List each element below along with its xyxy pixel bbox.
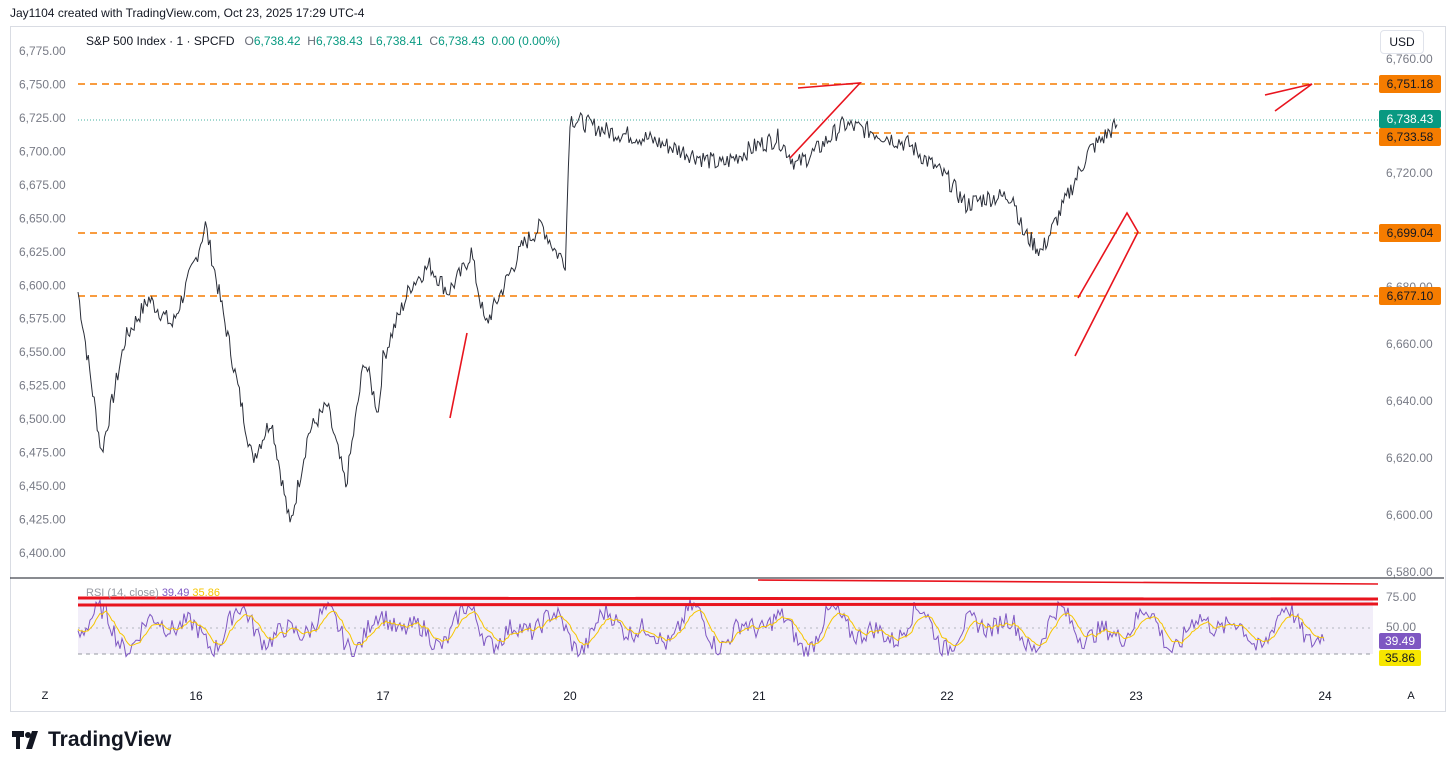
corner-left-button[interactable]: Z bbox=[41, 690, 49, 702]
right-tick-label: 6,580.00 bbox=[1386, 565, 1433, 579]
svg-text:6,751.18: 6,751.18 bbox=[1387, 77, 1434, 91]
close-value: 6,738.43 bbox=[438, 34, 485, 48]
drawing-rsi-band-1[interactable] bbox=[77, 596, 1379, 601]
left-tick-label: 6,475.00 bbox=[19, 446, 66, 460]
left-tick-label: 6,575.00 bbox=[19, 312, 66, 326]
price-tag-6733: 6,733.58 bbox=[1379, 128, 1441, 146]
corner-right-button[interactable]: A bbox=[1407, 690, 1415, 702]
price-tag-6699: 6,699.04 bbox=[1379, 224, 1441, 242]
left-tick-label: 6,450.00 bbox=[19, 479, 66, 493]
left-tick-label: 6,550.00 bbox=[19, 345, 66, 359]
svg-text:6,733.58: 6,733.58 bbox=[1387, 130, 1434, 144]
rsi-tick-label: 75.00 bbox=[1386, 590, 1416, 604]
x-tick-label: 22 bbox=[940, 689, 954, 703]
svg-text:35.86: 35.86 bbox=[1385, 651, 1415, 665]
right-tick-label: 6,760.00 bbox=[1386, 52, 1433, 66]
left-tick-label: 6,400.00 bbox=[19, 546, 66, 560]
svg-text:6,677.10: 6,677.10 bbox=[1387, 289, 1434, 303]
tradingview-logo[interactable]: TradingView bbox=[12, 728, 171, 752]
price-tag-6677: 6,677.10 bbox=[1379, 287, 1441, 305]
drawing-triangle-2[interactable] bbox=[1264, 83, 1313, 112]
left-tick-label: 6,600.00 bbox=[19, 278, 66, 292]
rsi-legend-value: 39.49 bbox=[161, 587, 190, 599]
left-tick-label: 6,700.00 bbox=[19, 144, 66, 158]
rsi-band bbox=[78, 598, 1373, 654]
right-tick-label: 6,600.00 bbox=[1386, 508, 1433, 522]
rsi-legend: RSI (14, close) 39.49 35.86 bbox=[86, 587, 220, 599]
x-tick-label: 23 bbox=[1129, 689, 1143, 703]
drawing-rsi-trend-top[interactable] bbox=[757, 579, 1379, 585]
ohlc-legend: S&P 500 Index · 1 · SPCFD O6,738.42 H6,7… bbox=[86, 34, 560, 48]
x-tick-label: 17 bbox=[376, 689, 390, 703]
left-tick-label: 6,625.00 bbox=[19, 245, 66, 259]
x-tick-label: 20 bbox=[563, 689, 577, 703]
right-tick-label: 6,720.00 bbox=[1386, 166, 1433, 180]
close-label: C bbox=[429, 34, 439, 48]
low-label: L bbox=[369, 34, 377, 48]
rsi-tag: 39.49 bbox=[1379, 633, 1421, 649]
left-tick-label: 6,725.00 bbox=[19, 111, 66, 125]
left-price-axis: 6,775.00 6,750.00 6,725.00 6,700.00 6,675.00… bbox=[19, 44, 66, 560]
rsi-ma-series-line bbox=[77, 609, 1325, 647]
price-tag-last: 6,738.43 bbox=[1379, 110, 1441, 128]
svg-text:6,699.04: 6,699.04 bbox=[1387, 226, 1434, 240]
rsi-tick-label: 50.00 bbox=[1386, 620, 1416, 634]
attribution-text: Jay1104 created with TradingView.com, Oc… bbox=[10, 6, 365, 20]
drawing-wedge-3[interactable] bbox=[1074, 211, 1139, 357]
red-drawings[interactable] bbox=[77, 82, 1379, 607]
change-value: 0.00 (0.00%) bbox=[491, 34, 561, 48]
drawing-triangle-1[interactable] bbox=[789, 82, 862, 159]
drawing-rsi-band-2[interactable] bbox=[77, 602, 1379, 607]
x-tick-label: 24 bbox=[1318, 689, 1332, 703]
high-label: H bbox=[307, 34, 316, 48]
tradingview-logo-icon bbox=[12, 731, 38, 749]
open-value: 6,738.42 bbox=[253, 34, 301, 48]
svg-text:39.49: 39.49 bbox=[1385, 634, 1415, 648]
left-tick-label: 6,775.00 bbox=[19, 44, 66, 58]
x-tick-label: 21 bbox=[752, 689, 766, 703]
drawing-spike-4[interactable] bbox=[449, 332, 468, 419]
high-value: 6,738.43 bbox=[315, 34, 363, 48]
symbol-name[interactable]: S&P 500 Index · 1 · SPCFD bbox=[86, 34, 235, 48]
price-tag-6751: 6,751.18 bbox=[1379, 75, 1441, 93]
price-series-line bbox=[77, 111, 1118, 523]
left-tick-label: 6,650.00 bbox=[19, 211, 66, 225]
rsi-name[interactable]: RSI (14, close) bbox=[86, 587, 159, 599]
right-tick-label: 6,620.00 bbox=[1386, 451, 1433, 465]
rsi-series-line bbox=[77, 598, 1325, 658]
left-tick-label: 6,750.00 bbox=[19, 77, 66, 91]
left-tick-label: 6,525.00 bbox=[19, 379, 66, 393]
low-value: 6,738.41 bbox=[376, 34, 423, 48]
open-label: O bbox=[244, 34, 254, 48]
left-tick-label: 6,500.00 bbox=[19, 412, 66, 426]
currency-button[interactable]: USD bbox=[1380, 30, 1424, 54]
brand-name: TradingView bbox=[48, 728, 172, 751]
time-axis: 16 17 20 21 22 23 24 bbox=[189, 689, 1332, 703]
rsi-ma-tag: 35.86 bbox=[1379, 650, 1421, 666]
right-tick-label: 6,660.00 bbox=[1386, 337, 1433, 351]
x-tick-label: 16 bbox=[189, 689, 203, 703]
left-tick-label: 6,675.00 bbox=[19, 178, 66, 192]
rsi-ma-legend-value: 35.86 bbox=[192, 587, 220, 599]
right-tick-label: 6,640.00 bbox=[1386, 394, 1433, 408]
left-tick-label: 6,425.00 bbox=[19, 513, 66, 527]
svg-text:6,738.43: 6,738.43 bbox=[1387, 112, 1434, 126]
